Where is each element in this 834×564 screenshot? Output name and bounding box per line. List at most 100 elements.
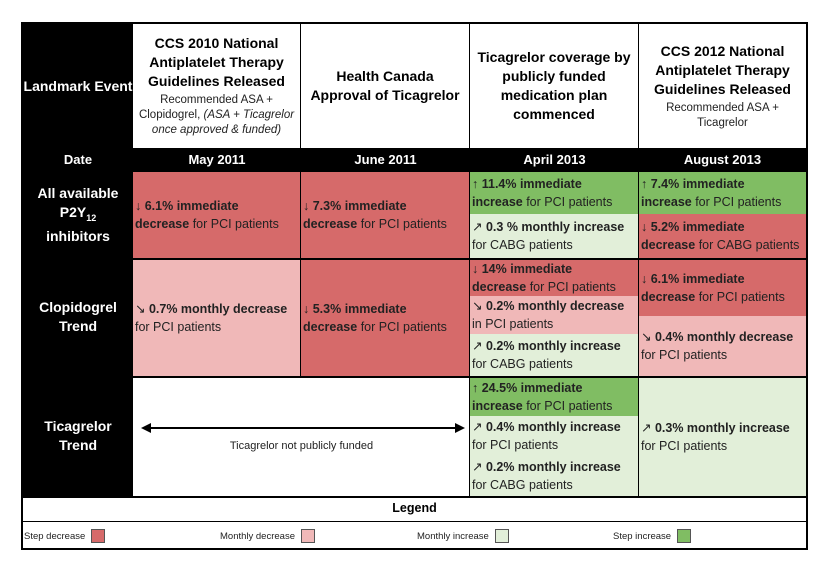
row-label-text: Clopidogrel Trend [39,299,117,334]
legend-swatch [677,529,692,543]
cell-p2y12-may-2011: ↓ 6.1% immediate decrease for PCI patient… [133,172,301,258]
column-divider [638,170,639,496]
row-divider [23,258,806,260]
cell-bold-text: 0.3 % monthly increase [485,220,625,234]
cell-rest-text: for PCI patients [691,195,782,209]
cell-bold-text: 24.5% immediate [481,381,583,395]
cell-clopidogrel-april-2013-c: ↗ 0.2% monthly increase for CABG patients [470,334,639,376]
date-may-2011: May 2011 [133,148,301,170]
cell-rest-text: for PCI patients [641,439,728,453]
cell-rest-text: in PCI patients [472,317,554,331]
up-right-arrow-icon: ↗ [472,339,483,353]
legend-label: Monthly increase [417,530,489,542]
legend-step-decrease: Step decrease [24,529,106,543]
down-right-arrow-icon: ↘ [641,330,652,344]
cell-content: ↗ 0.3% monthly increase for PCI patients [641,419,804,455]
cell-bold-text: decrease [135,217,190,231]
up-right-arrow-icon: ↗ [472,460,483,474]
date-text: April 2013 [523,151,586,167]
cell-rest-text: for PCI patients [522,399,613,413]
event-header-health-canada: Health Canada Approval of Ticagrelor [301,24,470,148]
cell-content: ↓ 5.2% immediate decrease for CABG patien… [641,218,804,254]
cell-p2y12-august-2013-b: ↓ 5.2% immediate decrease for CABG patien… [639,214,806,258]
cell-rest-text: for PCI patients [522,195,613,209]
down-arrow-icon: ↓ [303,199,310,213]
legend-swatch [91,529,106,543]
landmark-event-label: Landmark Event [23,24,133,148]
cell-content: ↓ 14% immediate decrease for PCI patients [472,260,637,296]
cell-ticagrelor-august-2013: ↗ 0.3% monthly increase for PCI patients [639,378,806,496]
up-right-arrow-icon: ↗ [472,220,483,234]
cell-bold-text: 0.2% monthly increase [485,339,621,353]
cell-bold-text: 0.3% monthly increase [654,421,790,435]
cell-bold-text: 0.2% monthly increase [485,460,621,474]
column-divider [469,170,470,496]
event-note: Recommended ASA + Clopidogrel, (ASA + Ti… [133,93,300,138]
cell-rest-text: for PCI patients [472,438,559,452]
landmark-event-text: Landmark Event [23,78,133,94]
down-arrow-icon: ↓ [641,272,648,286]
date-label: Date [23,148,133,170]
cell-rest-text: for CABG patients [695,238,800,252]
event-header-ticagrelor-coverage: Ticagrelor coverage by publicly funded m… [470,24,639,148]
cell-clopidogrel-august-2013-b: ↘ 0.4% monthly decrease for PCI patients [639,316,806,376]
cell-clopidogrel-april-2013-a: ↓ 14% immediate decrease for PCI patients [470,260,639,296]
cell-content: ↘ 0.4% monthly decrease for PCI patients [641,328,804,364]
cell-bold-text: increase [472,195,523,209]
legend-label: Step decrease [24,530,86,542]
event-note: Recommended ASA + Ticagrelor [666,101,779,129]
cell-rest-text: for CABG patients [472,478,573,492]
cell-content: ↗ 0.4% monthly increase for PCI patients [472,418,637,454]
cell-bold-text: increase [641,195,692,209]
cell-clopidogrel-may-2011: ↘ 0.7% monthly decrease for PCI patients [133,260,301,376]
row-label-p2y12: All available P2Y12 inhibitors [23,172,133,258]
cell-bold-text: 7.3% immediate [312,199,407,213]
cell-ticagrelor-april-2013-a: ↑ 24.5% immediate increase for PCI patien… [470,378,639,416]
cell-clopidogrel-june-2011: ↓ 5.3% immediate decrease for PCI patient… [301,260,470,376]
cell-ticagrelor-april-2013-b: ↗ 0.4% monthly increase for PCI patients [470,416,639,456]
down-arrow-icon: ↓ [135,199,142,213]
event-note-plain: Recommended ASA + Clopidogrel, [138,94,273,121]
cell-bold-text: 5.2% immediate [650,220,745,234]
cell-content: ↘ 0.7% monthly decrease for PCI patients [135,300,299,336]
cell-bold-text: 6.1% immediate [650,272,745,286]
cell-rest-text: for PCI patients [641,348,728,362]
cell-clopidogrel-august-2013-a: ↓ 6.1% immediate decrease for PCI patient… [639,260,806,316]
event-title: CCS 2010 National Antiplatelet Therapy G… [148,35,285,89]
cell-content: ↘ 0.2% monthly decrease in PCI patients [472,297,637,333]
down-right-arrow-icon: ↘ [135,302,146,316]
cell-bold-text: 0.7% monthly decrease [148,302,288,316]
legend-divider [23,521,806,522]
cell-rest-text: for PCI patients [526,280,616,294]
row-divider [23,376,806,378]
row-label-text: All available P2Y12 inhibitors [27,184,129,247]
row-label-main: All available P2Y [37,184,119,220]
down-right-arrow-icon: ↘ [472,299,483,313]
row-divider [23,170,806,172]
row-divider [23,496,806,498]
cell-content: ↓ 5.3% immediate decrease for PCI patient… [303,300,468,336]
legend-label: Monthly decrease [220,530,295,542]
cell-rest-text: for PCI patients [695,290,785,304]
down-arrow-icon: ↓ [303,302,310,316]
up-arrow-icon: ↑ [472,177,479,191]
legend-swatch [300,529,315,543]
cell-p2y12-april-2013-a: ↑ 11.4% immediate increase for PCI patien… [470,172,639,214]
legend-step-increase: Step increase [613,529,692,543]
legend-title: Legend [392,501,437,515]
cell-bold-text: decrease [641,290,696,304]
legend-swatch [494,529,509,543]
cell-bold-text: decrease [472,280,527,294]
cell-bold-text: 14% immediate [481,262,573,276]
cell-content: ↓ 7.3% immediate decrease for PCI patient… [303,197,468,233]
row-label-text: Ticagrelor Trend [44,418,112,453]
cell-bold-text: increase [472,399,523,413]
event-title: CCS 2012 National Antiplatelet Therapy G… [654,42,791,97]
cell-rest-text: for PCI patients [135,320,222,334]
event-note-italic: (ASA + Ticagrelor once approved & funded… [151,109,295,136]
down-arrow-icon: ↓ [472,262,479,276]
row-label-clopidogrel: Clopidogrel Trend [23,258,133,376]
cell-p2y12-august-2013-a: ↑ 7.4% immediate increase for PCI patient… [639,172,806,214]
cell-rest-text: for CABG patients [472,238,573,252]
cell-bold-text: 0.4% monthly increase [485,420,621,434]
